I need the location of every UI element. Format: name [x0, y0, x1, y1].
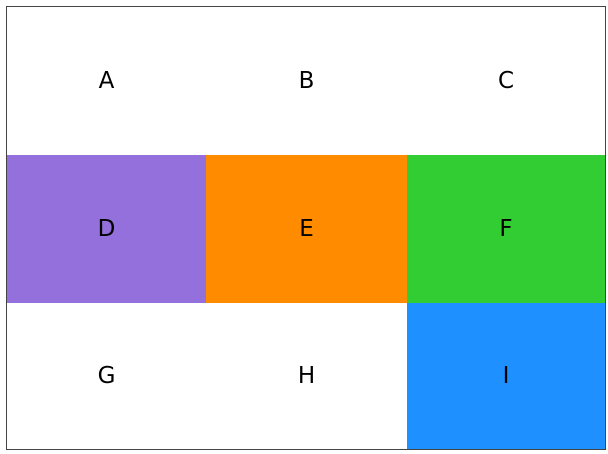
cell-label: H [297, 363, 316, 389]
cell-i: I [407, 303, 605, 449]
cell-label: I [502, 363, 510, 389]
cell-b: B [206, 7, 407, 155]
cell-d: D [7, 155, 206, 303]
cell-f: F [407, 155, 605, 303]
cell-label: A [98, 68, 115, 94]
cell-label: D [97, 216, 116, 242]
cell-a: A [7, 7, 206, 155]
cell-e: E [206, 155, 407, 303]
cell-label: F [499, 216, 513, 242]
cell-c: C [407, 7, 605, 155]
cell-h: H [206, 303, 407, 449]
cell-label: G [97, 363, 116, 389]
cell-label: C [497, 68, 515, 94]
grid-diagram: A B C D E F G H I [6, 6, 606, 450]
cell-label: B [298, 68, 315, 94]
cell-label: E [299, 216, 314, 242]
cell-g: G [7, 303, 206, 449]
